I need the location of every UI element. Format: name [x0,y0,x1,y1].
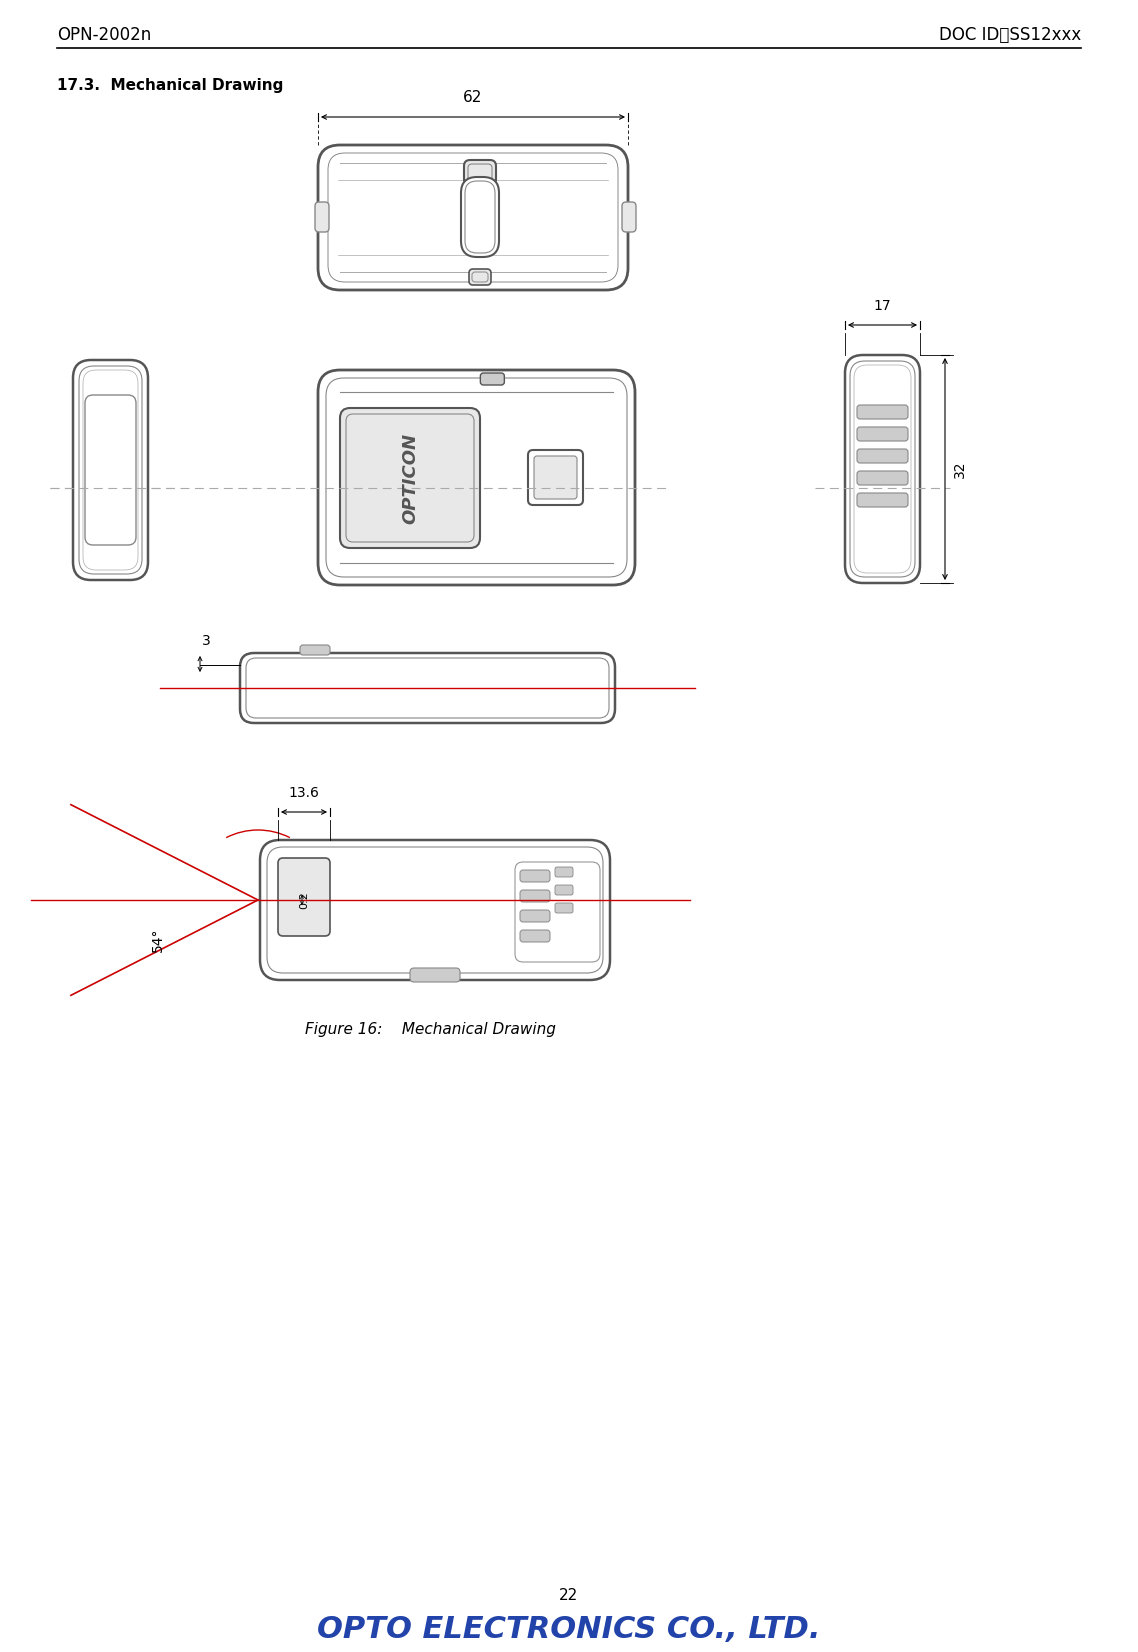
Text: OPTICON: OPTICON [401,433,419,524]
FancyBboxPatch shape [555,867,574,877]
Text: 32: 32 [953,461,967,477]
FancyBboxPatch shape [857,449,908,463]
FancyBboxPatch shape [534,456,577,499]
FancyBboxPatch shape [520,890,550,902]
FancyBboxPatch shape [520,930,550,942]
FancyBboxPatch shape [240,653,615,724]
FancyBboxPatch shape [318,370,635,585]
FancyBboxPatch shape [555,885,574,895]
Text: 3: 3 [203,634,211,648]
FancyBboxPatch shape [315,202,329,231]
Text: 22: 22 [560,1589,578,1604]
Text: Figure 16:    Mechanical Drawing: Figure 16: Mechanical Drawing [305,1023,555,1037]
Text: 13.6: 13.6 [289,786,320,800]
FancyBboxPatch shape [318,145,628,291]
FancyBboxPatch shape [857,426,908,441]
FancyBboxPatch shape [278,857,330,937]
Text: 17: 17 [874,299,891,312]
FancyBboxPatch shape [85,395,137,545]
Text: 62: 62 [463,89,483,106]
FancyBboxPatch shape [340,408,480,548]
FancyBboxPatch shape [410,968,460,981]
Text: OPN-2002n: OPN-2002n [57,26,151,45]
Text: OPTO ELECTRONICS CO., LTD.: OPTO ELECTRONICS CO., LTD. [318,1616,820,1644]
FancyBboxPatch shape [259,839,610,980]
FancyBboxPatch shape [469,269,490,286]
FancyBboxPatch shape [461,177,498,258]
FancyBboxPatch shape [622,202,636,231]
Text: 0.2: 0.2 [299,890,310,909]
FancyBboxPatch shape [857,471,908,486]
FancyBboxPatch shape [464,160,496,185]
Text: 17.3.  Mechanical Drawing: 17.3. Mechanical Drawing [57,78,283,93]
FancyBboxPatch shape [846,355,920,583]
FancyBboxPatch shape [857,492,908,507]
Text: DOC ID：SS12xxx: DOC ID：SS12xxx [939,26,1081,45]
FancyBboxPatch shape [555,904,574,914]
FancyBboxPatch shape [73,360,148,580]
FancyBboxPatch shape [300,644,330,654]
FancyBboxPatch shape [520,871,550,882]
Text: 54°: 54° [151,928,165,952]
FancyBboxPatch shape [857,405,908,420]
FancyBboxPatch shape [520,910,550,922]
FancyBboxPatch shape [480,373,504,385]
